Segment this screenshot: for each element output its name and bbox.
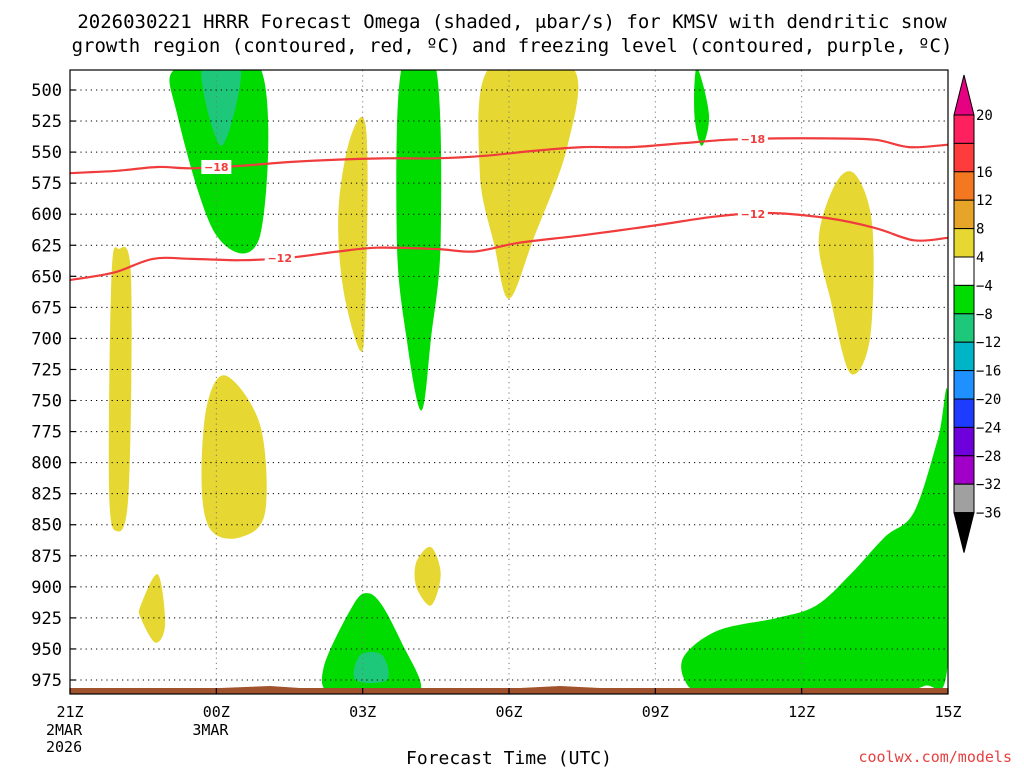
colorbar-label: 8 (976, 222, 984, 238)
y-tick-label: 550 (31, 143, 62, 163)
colorbar-label: −32 (976, 477, 1001, 493)
y-tick-label: 875 (31, 547, 62, 567)
x-tick-year: 2026 (46, 738, 82, 756)
colorbar-label: −8 (976, 307, 993, 323)
region-omega-yellow-7 (138, 574, 166, 643)
colorbar-label: −20 (976, 392, 1001, 408)
colorbar-label: −24 (976, 420, 1001, 436)
y-tick-label: 700 (31, 329, 62, 349)
y-tick-label: 500 (31, 81, 62, 101)
colorbar: 20 16 12 8 4 −4 −8 −12 −16 −20 −24 −28 −32 −36 (953, 74, 1001, 553)
y-tick-label: 675 (31, 298, 62, 318)
colorbar-segment (953, 171, 975, 201)
y-tick-label: 900 (31, 578, 62, 598)
colorbar-segment (953, 199, 975, 230)
temperature-contours: −18 −18 −12 −12 (70, 132, 948, 282)
x-tick-label: 03Z (349, 703, 376, 721)
colorbar-segment (953, 341, 975, 372)
region-omega-green-spike (694, 70, 710, 146)
colorbar-label: −4 (976, 278, 993, 294)
colorbar-segment (953, 284, 975, 315)
colorbar-label: −12 (976, 335, 1001, 351)
colorbar-segment (953, 455, 975, 485)
x-axis-label: Forecast Time (UTC) (406, 748, 612, 768)
region-omega-yellow-5 (201, 375, 267, 539)
contour-label-bg (264, 251, 295, 266)
x-tick-date: 3MAR (192, 721, 229, 739)
y-tick-label: 850 (31, 516, 62, 536)
region-omega-yellow-6 (414, 546, 441, 606)
contour-label-bg (201, 160, 232, 175)
colorbar-segment (953, 370, 975, 400)
y-tick-label: 725 (31, 360, 62, 380)
y-tick-label: 750 (31, 392, 62, 412)
x-tick-label: 09Z (642, 703, 669, 721)
y-tick-label: 625 (31, 236, 62, 256)
plot-area: −18 −18 −12 −12 (69, 69, 949, 695)
contour-line (70, 211, 948, 282)
colorbar-label: −28 (976, 449, 1001, 465)
region-omega-teal-lower-left (353, 652, 389, 684)
region-omega-yellow-1 (108, 246, 132, 532)
contour-label: −18 (204, 161, 229, 174)
y-tick-label: 975 (31, 671, 62, 691)
colorbar-label: 4 (976, 250, 984, 266)
chart-title-line-2: growth region (contoured, red, ºC) and f… (72, 35, 953, 57)
y-tick-label: 600 (31, 205, 62, 225)
colorbar-segment (953, 398, 975, 428)
region-omega-green-column (396, 70, 442, 411)
contour-label: −18 (741, 133, 766, 146)
colorbar-segment (953, 114, 975, 144)
region-omega-yellow-3 (478, 70, 579, 299)
region-omega-green-lower-left (321, 593, 422, 694)
region-omega-yellow-4 (818, 171, 874, 375)
y-tick-label: 925 (31, 609, 62, 629)
colorbar-label: −16 (976, 364, 1001, 380)
colorbar-segment (953, 426, 975, 457)
region-omega-yellow-2 (338, 116, 368, 352)
y-tick-label: 575 (31, 174, 62, 194)
contour-label: −12 (741, 208, 766, 221)
colorbar-top-arrow (953, 74, 975, 116)
chart-title-line-1: 2026030221 HRRR Forecast Omega (shaded, … (77, 11, 947, 33)
contour-label-bg (737, 206, 768, 221)
x-tick-date: 2MAR (46, 721, 83, 739)
x-tick-label: 00Z (203, 703, 230, 721)
region-omega-green-lower-right (681, 388, 948, 694)
y-tick-label: 650 (31, 267, 62, 287)
colorbar-segment (953, 142, 975, 173)
colorbar-segment (953, 313, 975, 343)
y-tick-label: 950 (31, 640, 62, 660)
colorbar-label: 16 (976, 165, 993, 181)
colorbar-segment (953, 256, 975, 286)
y-tick-label: 825 (31, 485, 62, 505)
contour-label: −12 (267, 252, 292, 265)
colorbar-segment (953, 483, 975, 514)
y-tick-label: 525 (31, 112, 62, 132)
credit-text: coolwx.com/models (858, 748, 1012, 766)
region-omega-teal-upper (201, 70, 242, 146)
contour-label-bg (737, 132, 768, 147)
y-axis-ticks: 500 525 550 575 600 625 650 675 700 725 750 775 800 8… (31, 81, 76, 691)
y-tick-label: 775 (31, 423, 62, 443)
x-tick-label: 06Z (495, 703, 522, 721)
colorbar-label: −36 (976, 506, 1001, 522)
colorbar-segment (953, 228, 975, 258)
contour-line (70, 137, 948, 175)
y-tick-label: 800 (31, 454, 62, 474)
omega-shaded-regions (108, 70, 948, 694)
x-tick-label: 15Z (934, 703, 961, 721)
colorbar-label: 12 (976, 193, 993, 209)
colorbar-label: 20 (976, 108, 993, 124)
x-tick-label: 21Z (56, 703, 83, 721)
colorbar-bottom-arrow (953, 512, 975, 553)
x-tick-label: 12Z (788, 703, 815, 721)
